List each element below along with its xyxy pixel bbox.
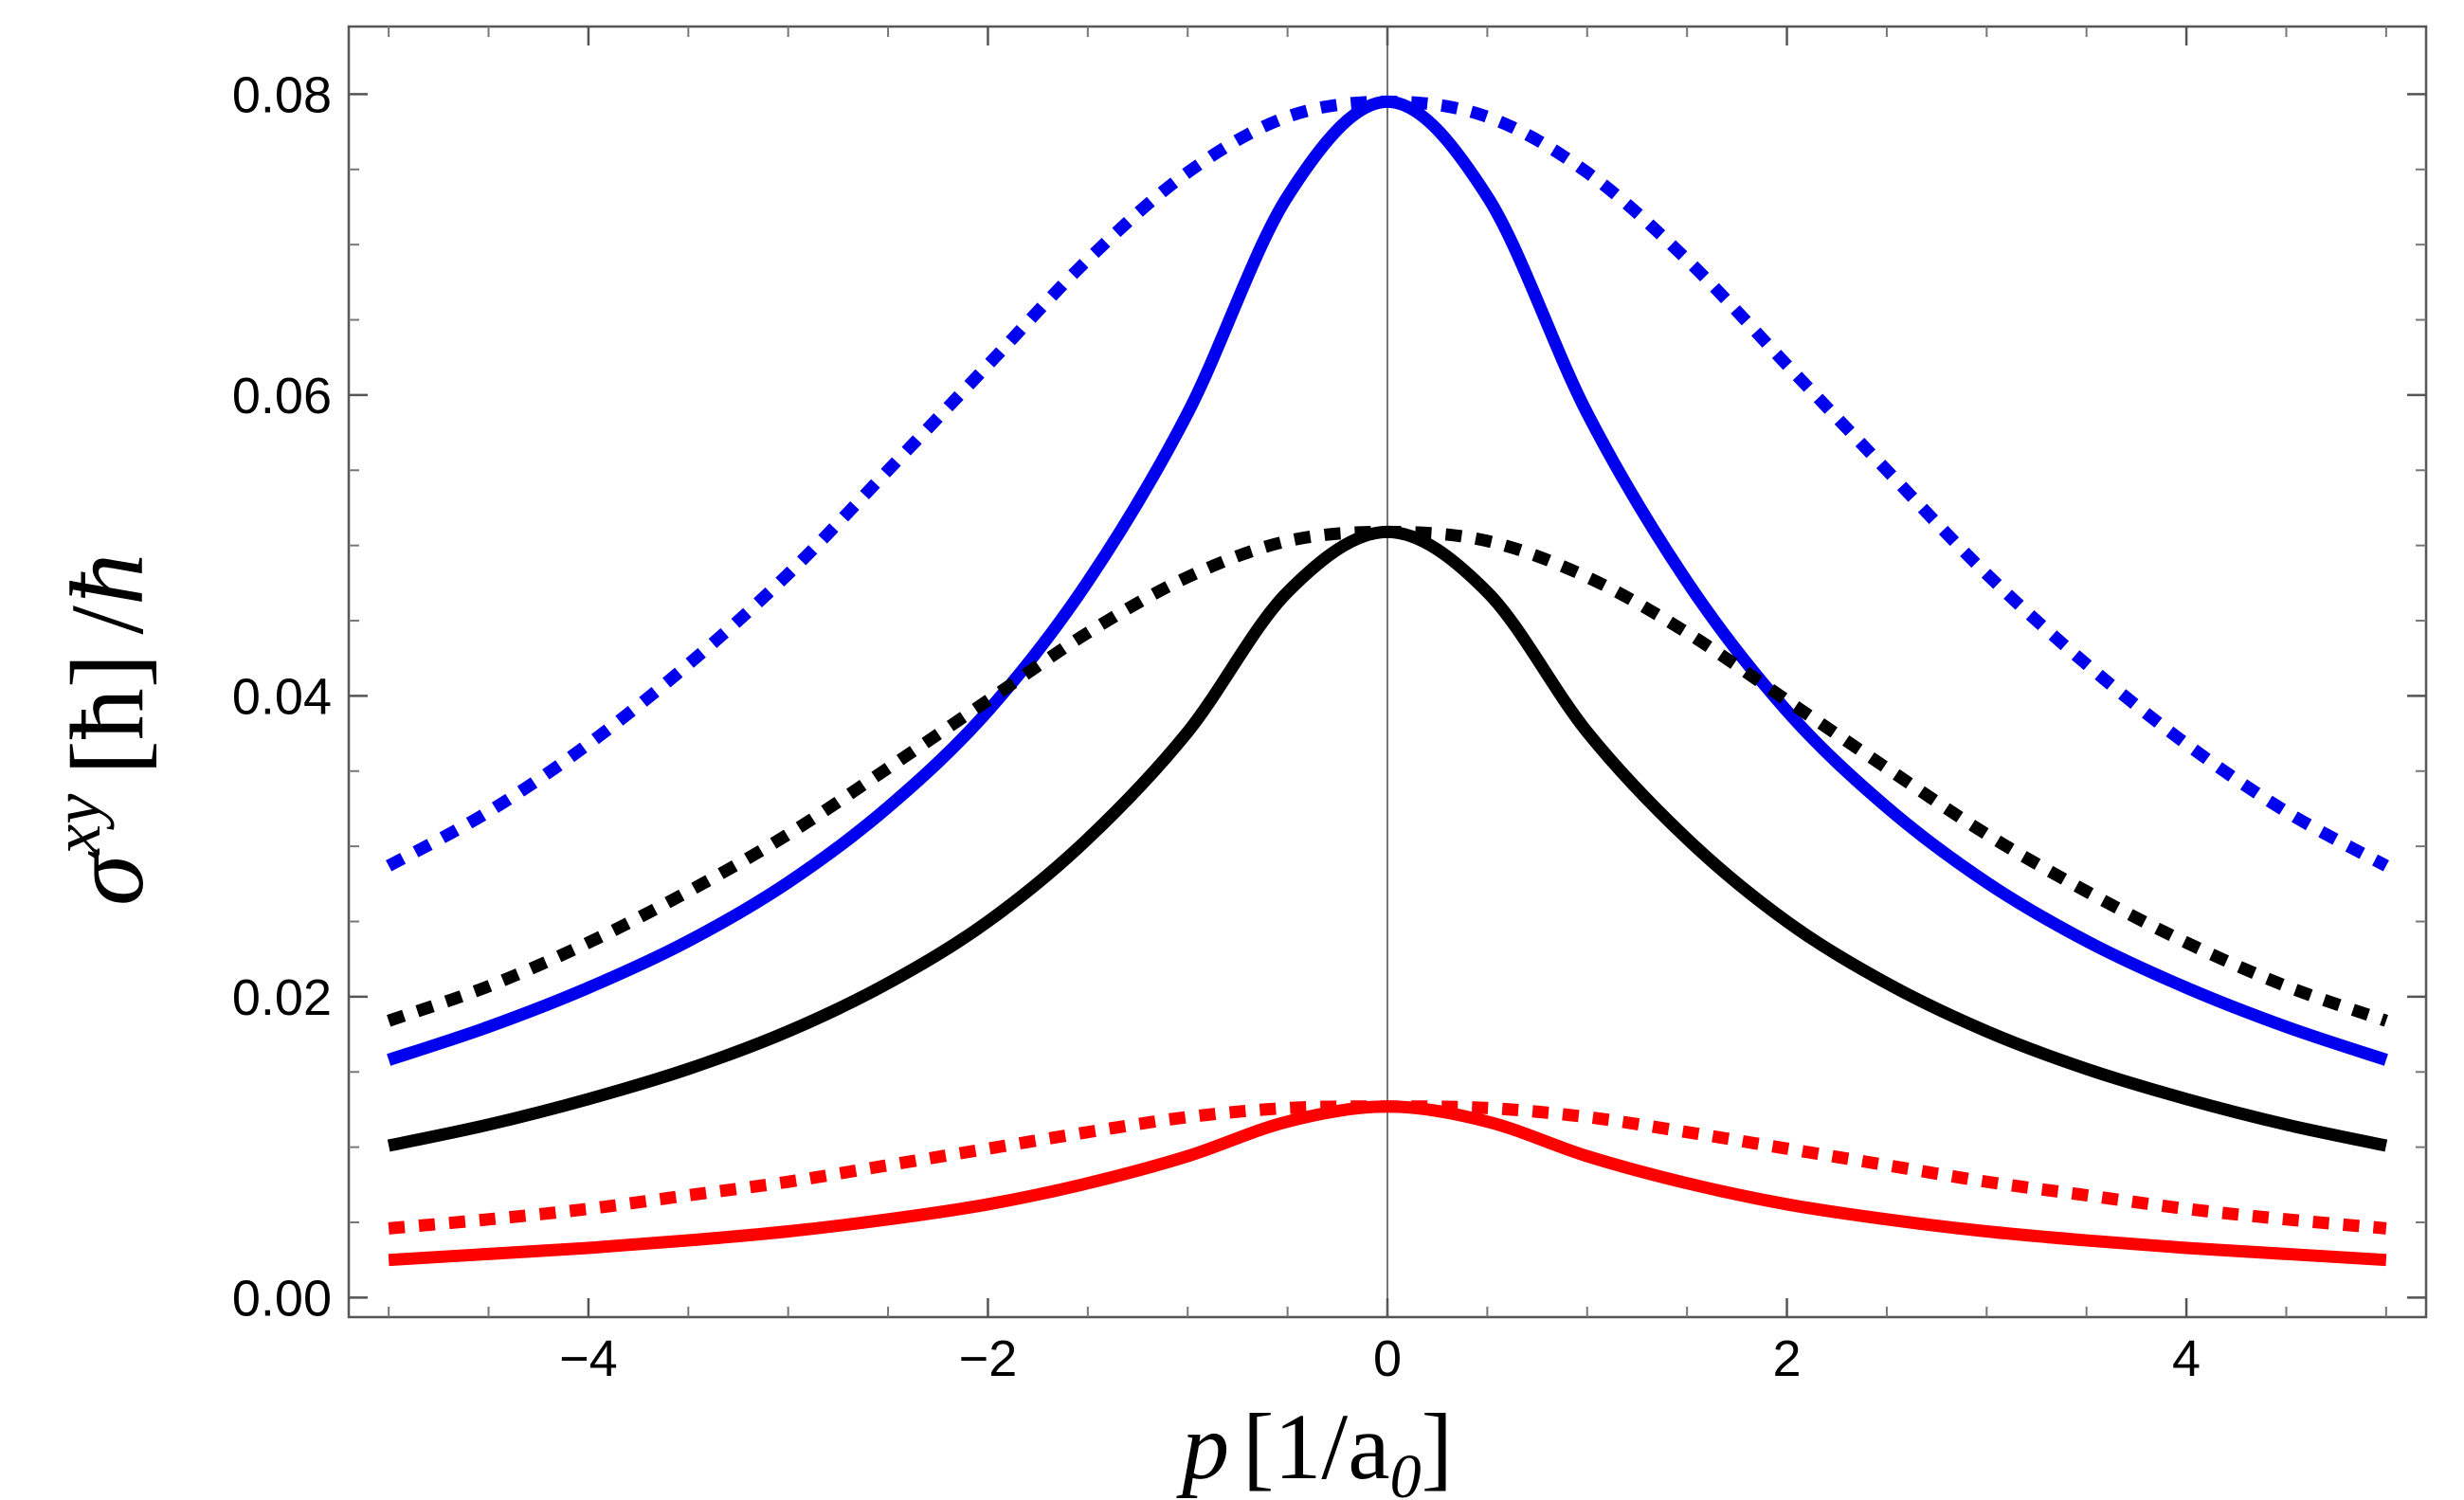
x-tick-label: 0 <box>1373 1330 1402 1387</box>
y-tick-label: 0.08 <box>232 66 332 123</box>
series-line-black-dotted <box>387 525 2388 1027</box>
y-axis-label-hbar-bracket: [ħ] <box>49 654 165 775</box>
y-axis-label: σxy [ħ] /ħ <box>39 553 165 906</box>
x-tick-label: 2 <box>1773 1330 1802 1387</box>
y-axis-label-slash: / <box>49 605 165 635</box>
x-tick-label: −2 <box>959 1330 1018 1387</box>
x-axis-label-p: p <box>1176 1394 1229 1499</box>
minor-ticks <box>349 27 2426 1317</box>
x-tick-label: −4 <box>559 1330 618 1387</box>
y-axis-label-hbar: ħ <box>49 553 165 605</box>
x-tick-labels: −4 −2 0 2 4 <box>559 1330 2201 1387</box>
series-layer <box>386 95 2389 1267</box>
x-tick-label: 4 <box>2172 1330 2201 1387</box>
major-ticks <box>349 27 2426 1317</box>
series-line-blue-dotted <box>386 95 2389 872</box>
y-axis-label-sup: xy <box>39 794 115 856</box>
y-axis-label-sigma: σ <box>49 851 165 906</box>
y-tick-label: 0.00 <box>232 1270 332 1327</box>
y-tick-labels: 0.00 0.02 0.04 0.06 0.08 <box>232 66 332 1327</box>
x-axis-label: p [1/a0] <box>1176 1394 1453 1500</box>
y-tick-label: 0.02 <box>232 969 332 1026</box>
x-axis-label-close: ] <box>1422 1394 1453 1499</box>
x-axis-label-unit: [1/a <box>1242 1394 1389 1499</box>
y-tick-label: 0.06 <box>232 368 332 425</box>
y-tick-label: 0.04 <box>232 668 332 725</box>
series-line-red-dotted <box>388 1100 2387 1235</box>
x-axis-label-sub: 0 <box>1390 1442 1422 1500</box>
